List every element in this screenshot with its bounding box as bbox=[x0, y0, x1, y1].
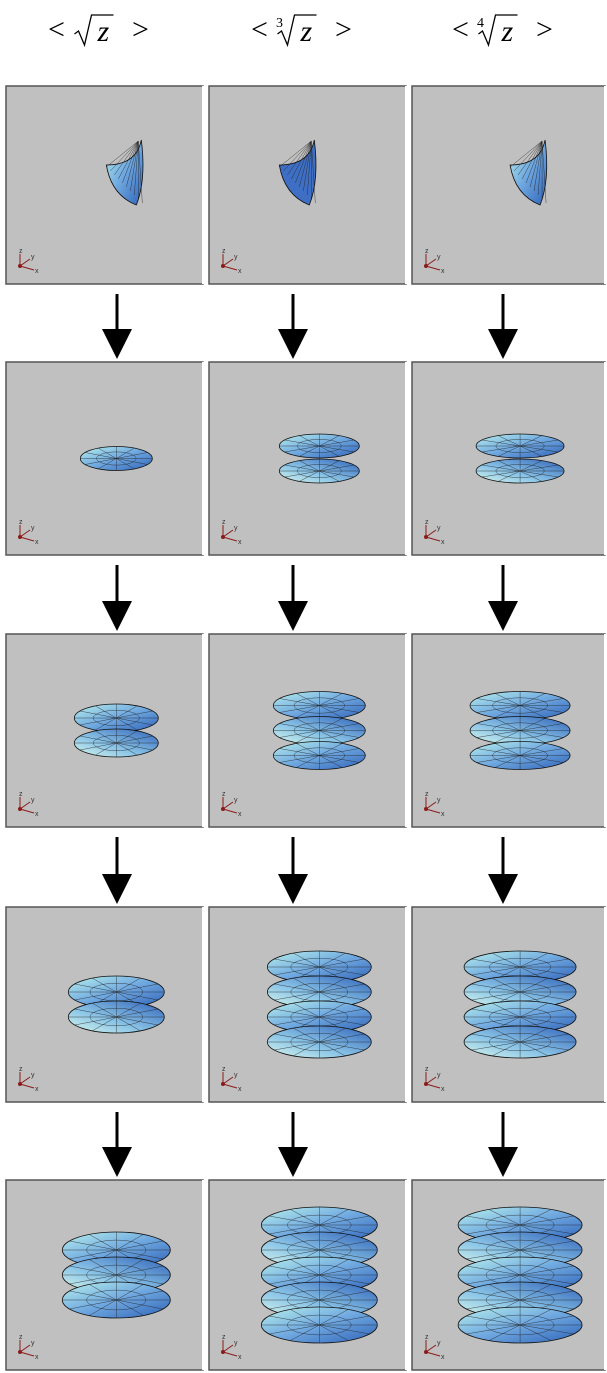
header-close: > bbox=[335, 13, 352, 46]
header-index: 4 bbox=[477, 16, 484, 31]
axis-label: y bbox=[31, 1072, 35, 1079]
axis-label: x bbox=[35, 539, 39, 546]
axis-label: y bbox=[437, 1340, 441, 1347]
axis-label: z bbox=[19, 1066, 23, 1073]
axis-label: x bbox=[238, 811, 242, 818]
axis-icon bbox=[424, 264, 428, 268]
surface-panel: z yx bbox=[6, 362, 203, 555]
axis-icon bbox=[18, 807, 22, 811]
axis-icon bbox=[424, 807, 428, 811]
axis-label: x bbox=[35, 1086, 39, 1093]
axis-label: y bbox=[234, 797, 238, 804]
header-radicand: z bbox=[501, 15, 514, 48]
axis-label: z bbox=[222, 519, 226, 526]
axis-label: z bbox=[425, 519, 429, 526]
axis-label: y bbox=[437, 525, 441, 532]
axis-icon bbox=[221, 264, 225, 268]
axis-label: z bbox=[222, 248, 226, 255]
axis-label: y bbox=[234, 1072, 238, 1079]
axis-label: y bbox=[437, 1072, 441, 1079]
axis-label: z bbox=[19, 248, 23, 255]
axis-icon bbox=[221, 1350, 225, 1354]
axis-label: x bbox=[441, 1354, 445, 1361]
axis-label: y bbox=[437, 797, 441, 804]
header-index: 3 bbox=[276, 16, 283, 31]
axis-label: z bbox=[425, 248, 429, 255]
axis-icon bbox=[18, 535, 22, 539]
axis-icon bbox=[424, 1082, 428, 1086]
axis-label: x bbox=[35, 1354, 39, 1361]
axis-label: y bbox=[437, 254, 441, 261]
axis-label: x bbox=[35, 268, 39, 275]
surface-panel: z yx bbox=[6, 634, 203, 827]
axis-icon bbox=[221, 1082, 225, 1086]
surface-panel: z yx bbox=[209, 907, 406, 1102]
axis-label: z bbox=[425, 1066, 429, 1073]
axis-label: z bbox=[222, 1066, 226, 1073]
surface-panel: z yx bbox=[412, 634, 605, 827]
panel-bg bbox=[6, 86, 203, 284]
header-close: > bbox=[536, 13, 553, 46]
surface-panel: z yx bbox=[6, 86, 203, 284]
axis-label: x bbox=[238, 539, 242, 546]
axis-label: x bbox=[441, 811, 445, 818]
axis-label: z bbox=[19, 791, 23, 798]
axis-icon bbox=[424, 1350, 428, 1354]
axis-label: z bbox=[19, 519, 23, 526]
axis-label: y bbox=[234, 1340, 238, 1347]
axis-label: x bbox=[441, 539, 445, 546]
axis-label: z bbox=[222, 791, 226, 798]
header-radicand: z bbox=[97, 15, 110, 48]
axis-icon bbox=[221, 807, 225, 811]
axis-label: y bbox=[31, 1340, 35, 1347]
figure: <z><3z><4z>zyxzyxzyxzyxzyxzyxzyxzyxzyxzy… bbox=[0, 0, 607, 1373]
axis-label: z bbox=[222, 1334, 226, 1341]
panel-bg bbox=[209, 362, 406, 555]
axis-label: x bbox=[238, 1086, 242, 1093]
axis-icon bbox=[424, 535, 428, 539]
axis-label: z bbox=[425, 1334, 429, 1341]
surface-panel: z yx bbox=[412, 86, 605, 284]
axis-icon bbox=[18, 1350, 22, 1354]
header-close: > bbox=[132, 13, 149, 46]
axis-label: y bbox=[31, 525, 35, 532]
axis-label: x bbox=[238, 268, 242, 275]
axis-label: z bbox=[425, 791, 429, 798]
surface-panel: z yx bbox=[209, 634, 406, 827]
axis-label: x bbox=[238, 1354, 242, 1361]
header-open: < bbox=[251, 13, 268, 46]
axis-label: y bbox=[31, 797, 35, 804]
header-open: < bbox=[48, 13, 65, 46]
axis-label: y bbox=[234, 254, 238, 261]
surface-panel: z yx bbox=[412, 1180, 605, 1370]
surface-panel: z yx bbox=[6, 907, 203, 1102]
axis-label: x bbox=[35, 811, 39, 818]
axis-label: x bbox=[441, 268, 445, 275]
surface-panel: z yx bbox=[209, 1180, 406, 1370]
surface-panel: z yx bbox=[412, 362, 605, 555]
axis-label: z bbox=[19, 1334, 23, 1341]
panel-bg bbox=[412, 362, 605, 555]
surface-panel: z yx bbox=[209, 362, 406, 555]
axis-icon bbox=[221, 535, 225, 539]
surface-panel: z yx bbox=[6, 1180, 203, 1370]
header-open: < bbox=[452, 13, 469, 46]
axis-icon bbox=[18, 1082, 22, 1086]
axis-icon bbox=[18, 264, 22, 268]
surface-panel: z yx bbox=[412, 907, 605, 1102]
surface-panel: z yx bbox=[209, 86, 406, 284]
axis-label: y bbox=[234, 525, 238, 532]
header-radicand: z bbox=[300, 15, 313, 48]
axis-label: y bbox=[31, 254, 35, 261]
axis-label: x bbox=[441, 1086, 445, 1093]
panel-bg bbox=[412, 86, 605, 284]
